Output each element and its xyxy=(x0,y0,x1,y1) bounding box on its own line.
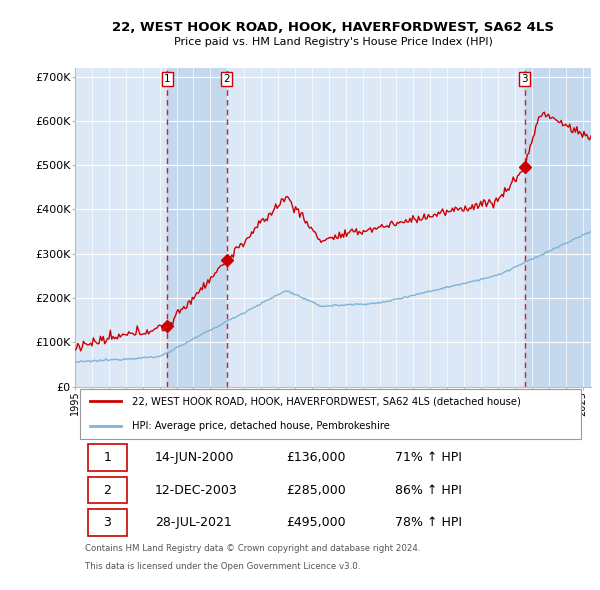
Text: £136,000: £136,000 xyxy=(287,451,346,464)
Text: £285,000: £285,000 xyxy=(287,484,346,497)
Text: £495,000: £495,000 xyxy=(287,516,346,529)
Bar xyxy=(524,68,591,386)
Text: 2: 2 xyxy=(223,74,230,84)
Text: Price paid vs. HM Land Registry's House Price Index (HPI): Price paid vs. HM Land Registry's House … xyxy=(173,37,493,47)
Text: Contains HM Land Registry data © Crown copyright and database right 2024.: Contains HM Land Registry data © Crown c… xyxy=(85,544,421,553)
Text: 78% ↑ HPI: 78% ↑ HPI xyxy=(395,516,462,529)
Bar xyxy=(167,68,227,386)
Text: 28-JUL-2021: 28-JUL-2021 xyxy=(155,516,232,529)
FancyBboxPatch shape xyxy=(88,444,127,471)
Text: 3: 3 xyxy=(103,516,111,529)
Text: 14-JUN-2000: 14-JUN-2000 xyxy=(155,451,235,464)
Text: 2: 2 xyxy=(103,484,111,497)
Text: 1: 1 xyxy=(103,451,111,464)
Text: 22, WEST HOOK ROAD, HOOK, HAVERFORDWEST, SA62 4LS: 22, WEST HOOK ROAD, HOOK, HAVERFORDWEST,… xyxy=(112,21,554,34)
Text: 86% ↑ HPI: 86% ↑ HPI xyxy=(395,484,462,497)
Text: 1: 1 xyxy=(164,74,170,84)
Text: 12-DEC-2003: 12-DEC-2003 xyxy=(155,484,238,497)
Text: HPI: Average price, detached house, Pembrokeshire: HPI: Average price, detached house, Pemb… xyxy=(132,421,389,431)
Text: This data is licensed under the Open Government Licence v3.0.: This data is licensed under the Open Gov… xyxy=(85,562,361,571)
Text: 3: 3 xyxy=(521,74,528,84)
FancyBboxPatch shape xyxy=(88,477,127,503)
Text: 71% ↑ HPI: 71% ↑ HPI xyxy=(395,451,462,464)
FancyBboxPatch shape xyxy=(80,389,581,439)
FancyBboxPatch shape xyxy=(88,509,127,536)
Text: 22, WEST HOOK ROAD, HOOK, HAVERFORDWEST, SA62 4LS (detached house): 22, WEST HOOK ROAD, HOOK, HAVERFORDWEST,… xyxy=(132,396,521,407)
